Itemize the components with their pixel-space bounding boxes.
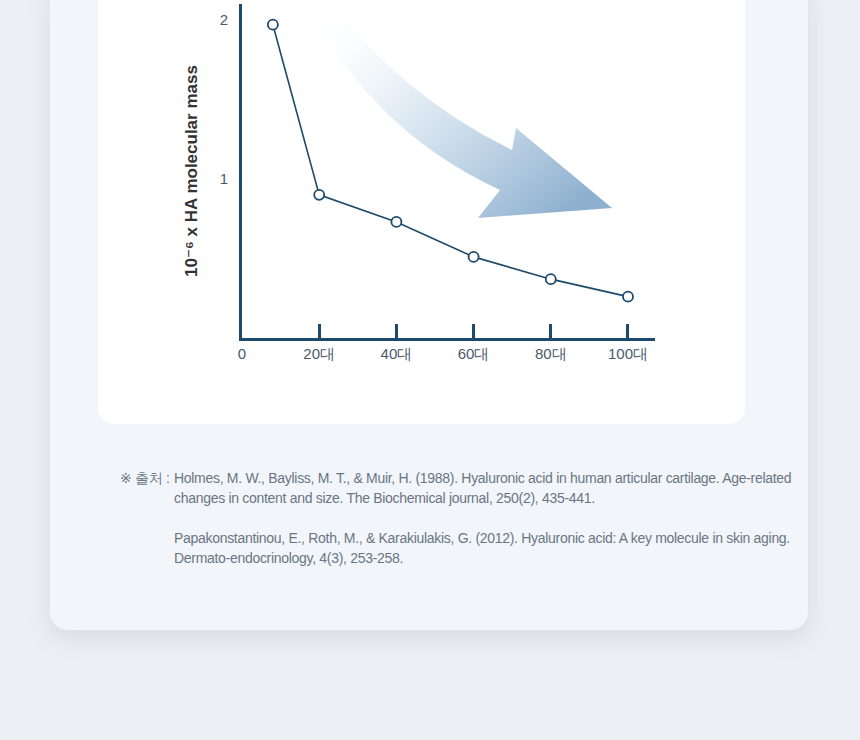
svg-text:20대: 20대 xyxy=(303,345,335,362)
svg-text:80대: 80대 xyxy=(535,345,567,362)
html-text:※ 출처 : Holmes, M. W., Bayliss,: ※ 출처 : Holmes, M. W., Bayliss, M. T., & … xyxy=(120,470,792,506)
svg-text:100대: 100대 xyxy=(608,345,648,362)
svg-text:0: 0 xyxy=(238,345,246,362)
svg-text:60대: 60대 xyxy=(458,345,490,362)
svg-text:40대: 40대 xyxy=(381,345,413,362)
svg-text:1: 1 xyxy=(220,170,228,187)
html-text:Papakonstantinou, E., Roth, M.: Papakonstantinou, E., Roth, M., & Karaki… xyxy=(174,530,790,566)
svg-text:10⁻⁶ x HA molecular mass: 10⁻⁶ x HA molecular mass xyxy=(182,65,201,277)
svg-text:2: 2 xyxy=(220,11,228,28)
